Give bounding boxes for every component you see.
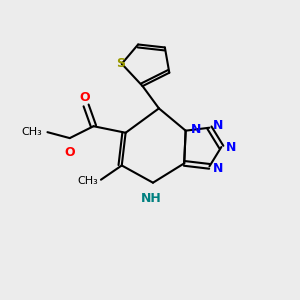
Text: N: N [191, 123, 201, 136]
Text: O: O [79, 91, 90, 104]
Text: N: N [213, 119, 224, 132]
Text: O: O [64, 146, 75, 158]
Text: S: S [116, 57, 125, 70]
Text: NH: NH [141, 192, 162, 205]
Text: CH₃: CH₃ [77, 176, 98, 186]
Text: N: N [226, 140, 236, 154]
Text: CH₃: CH₃ [21, 127, 42, 137]
Text: N: N [213, 162, 224, 175]
